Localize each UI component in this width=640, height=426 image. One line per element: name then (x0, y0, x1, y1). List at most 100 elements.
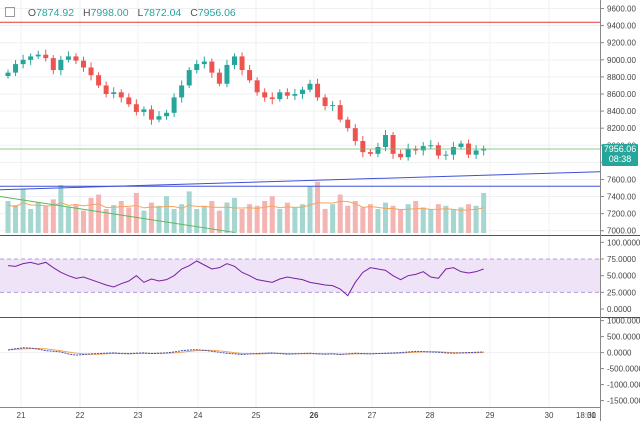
volume-bar (375, 209, 381, 233)
candle-body (383, 135, 388, 147)
volume-bar (216, 210, 222, 233)
low-label: L (137, 7, 144, 19)
oscillator-lines (7, 347, 484, 356)
volume-bar (164, 196, 170, 233)
volume-bar (50, 199, 56, 233)
osc-signal-line (7, 347, 484, 355)
time-tick-label: 23 (134, 411, 143, 420)
volume-ma-line (7, 200, 484, 211)
osc-tick-label: -500.0000 (607, 365, 640, 374)
time-tick-label: 21 (17, 411, 26, 420)
volume-bar (111, 205, 117, 233)
osc-tick-label: 1000.0000 (607, 317, 640, 326)
volume-bar (156, 205, 162, 233)
volume-bar (88, 197, 94, 233)
oscillator-axis-ticks[interactable]: 1000.0000 500.0000 0.0000 -500.0000 -1000.00… (600, 317, 640, 406)
close-label: C (190, 7, 198, 19)
volume-bar (179, 204, 185, 233)
volume-bar (413, 201, 419, 233)
volume-bar (65, 206, 71, 233)
volume-bar (171, 209, 177, 233)
rsi-band (0, 259, 600, 293)
time-tick-label: 29 (486, 411, 495, 420)
volume-bar (443, 205, 449, 233)
time-tick-label: 25 (252, 411, 261, 420)
volume-bar (103, 209, 109, 233)
volume-bar (148, 202, 154, 233)
volume-bar (450, 209, 456, 233)
volume-bar (277, 209, 283, 233)
candle-body (58, 59, 64, 71)
candle-body (322, 97, 328, 106)
candle-body (156, 116, 162, 120)
volume-bar (247, 204, 253, 233)
candle-body (360, 141, 366, 153)
volume-bar (428, 209, 434, 233)
osc-tick-label: -1500.0000 (607, 397, 640, 406)
price-tick-label: 7000.00 (607, 227, 636, 236)
rsi-axis-ticks[interactable]: 100.0000 75.0000 50.0000 25.0000 0.0000 (600, 238, 640, 314)
volume-bar (435, 204, 441, 233)
volume-bar (284, 202, 290, 233)
candle-body (375, 146, 381, 154)
high-value: 7998.00 (90, 7, 129, 19)
volume-bar (473, 205, 479, 233)
candle-body (398, 153, 404, 158)
candlesticks[interactable] (5, 49, 487, 161)
drawing-tools[interactable] (0, 21, 601, 233)
candle-body (254, 80, 260, 93)
candle-body (277, 92, 283, 100)
candle-body (390, 135, 396, 154)
candle-body (232, 56, 237, 65)
oscillator-pane[interactable] (0, 319, 600, 407)
volume-bar (5, 201, 11, 233)
volume-bar (201, 205, 207, 233)
candle-body (284, 92, 290, 96)
price-axis-ticks[interactable]: 9600.00 9400.00 9200.00 9000.00 8800.00 8600.… (600, 5, 636, 236)
candle-body (201, 61, 207, 65)
volume-bar (269, 196, 275, 233)
price-tick-label: 9000.00 (607, 56, 636, 65)
candle-body (35, 54, 41, 57)
volume-bar (481, 193, 487, 233)
volume-bar (360, 207, 366, 233)
time-tick-label: 31 (587, 411, 596, 420)
volume-bar (330, 204, 336, 233)
price-tick-label: 7600.00 (607, 175, 636, 184)
volume-bar (420, 207, 426, 233)
candle-body (299, 89, 305, 94)
candle-body (209, 61, 215, 73)
open-value: 7874.92 (36, 7, 75, 19)
rsi-series-line (7, 260, 484, 297)
candle-body (307, 83, 313, 90)
price-tick-label: 7200.00 (607, 210, 636, 219)
collapse-legend-icon[interactable] (5, 7, 15, 17)
candle-body (148, 109, 154, 120)
candle-body (450, 146, 456, 155)
open-label: O (27, 7, 37, 19)
candle-body (481, 148, 487, 151)
time-tick-label: 28 (426, 411, 435, 420)
price-tick-label: 8400.00 (607, 107, 636, 116)
volume-bar (458, 207, 464, 233)
volume-bar (307, 186, 313, 233)
volume-bar (352, 201, 358, 233)
candle-body (103, 85, 109, 94)
volume-bar (43, 205, 49, 233)
volume-bar (194, 209, 200, 233)
rsi-line (7, 260, 484, 297)
volume-bar (58, 185, 64, 233)
volume-bar (232, 197, 237, 233)
volume-bar (118, 201, 124, 233)
last-price-badge: 7956.06 08:38 (602, 144, 638, 167)
candle-body (13, 64, 19, 73)
time-tick-label: 30 (545, 411, 554, 420)
rsi-tick-label: 25.0000 (607, 288, 636, 297)
candle-body (458, 143, 464, 147)
volume-bar (345, 205, 351, 233)
candle-body (43, 54, 49, 59)
last-price-value: 7956.06 (604, 144, 637, 154)
